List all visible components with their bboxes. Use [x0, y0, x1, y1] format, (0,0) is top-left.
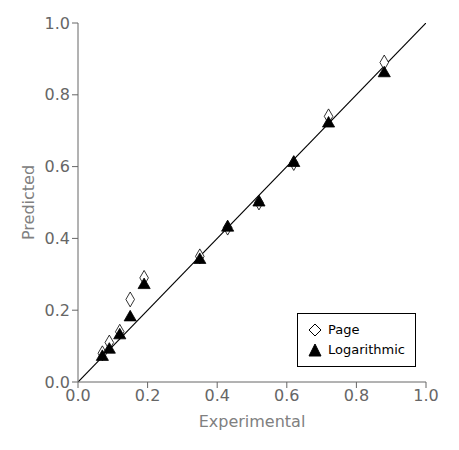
svg-text:0.8: 0.8 — [45, 85, 70, 104]
svg-text:Experimental: Experimental — [199, 412, 306, 431]
svg-text:1.0: 1.0 — [45, 14, 70, 33]
svg-text:1.0: 1.0 — [413, 386, 438, 405]
svg-text:0.6: 0.6 — [45, 157, 70, 176]
svg-text:0.2: 0.2 — [45, 301, 70, 320]
html-text:Logarithmic: Logarithmic — [328, 342, 405, 357]
svg-text:0.6: 0.6 — [274, 386, 299, 405]
svg-text:0.4: 0.4 — [204, 386, 229, 405]
svg-text:0.8: 0.8 — [344, 386, 369, 405]
html-text:Page: Page — [328, 322, 360, 337]
svg-text:0.0: 0.0 — [65, 386, 91, 406]
svg-text:Predicted: Predicted — [19, 165, 38, 240]
svg-text:0.2: 0.2 — [135, 386, 160, 405]
svg-text:0.0: 0.0 — [45, 373, 70, 392]
svg-text:0.4: 0.4 — [45, 229, 70, 248]
